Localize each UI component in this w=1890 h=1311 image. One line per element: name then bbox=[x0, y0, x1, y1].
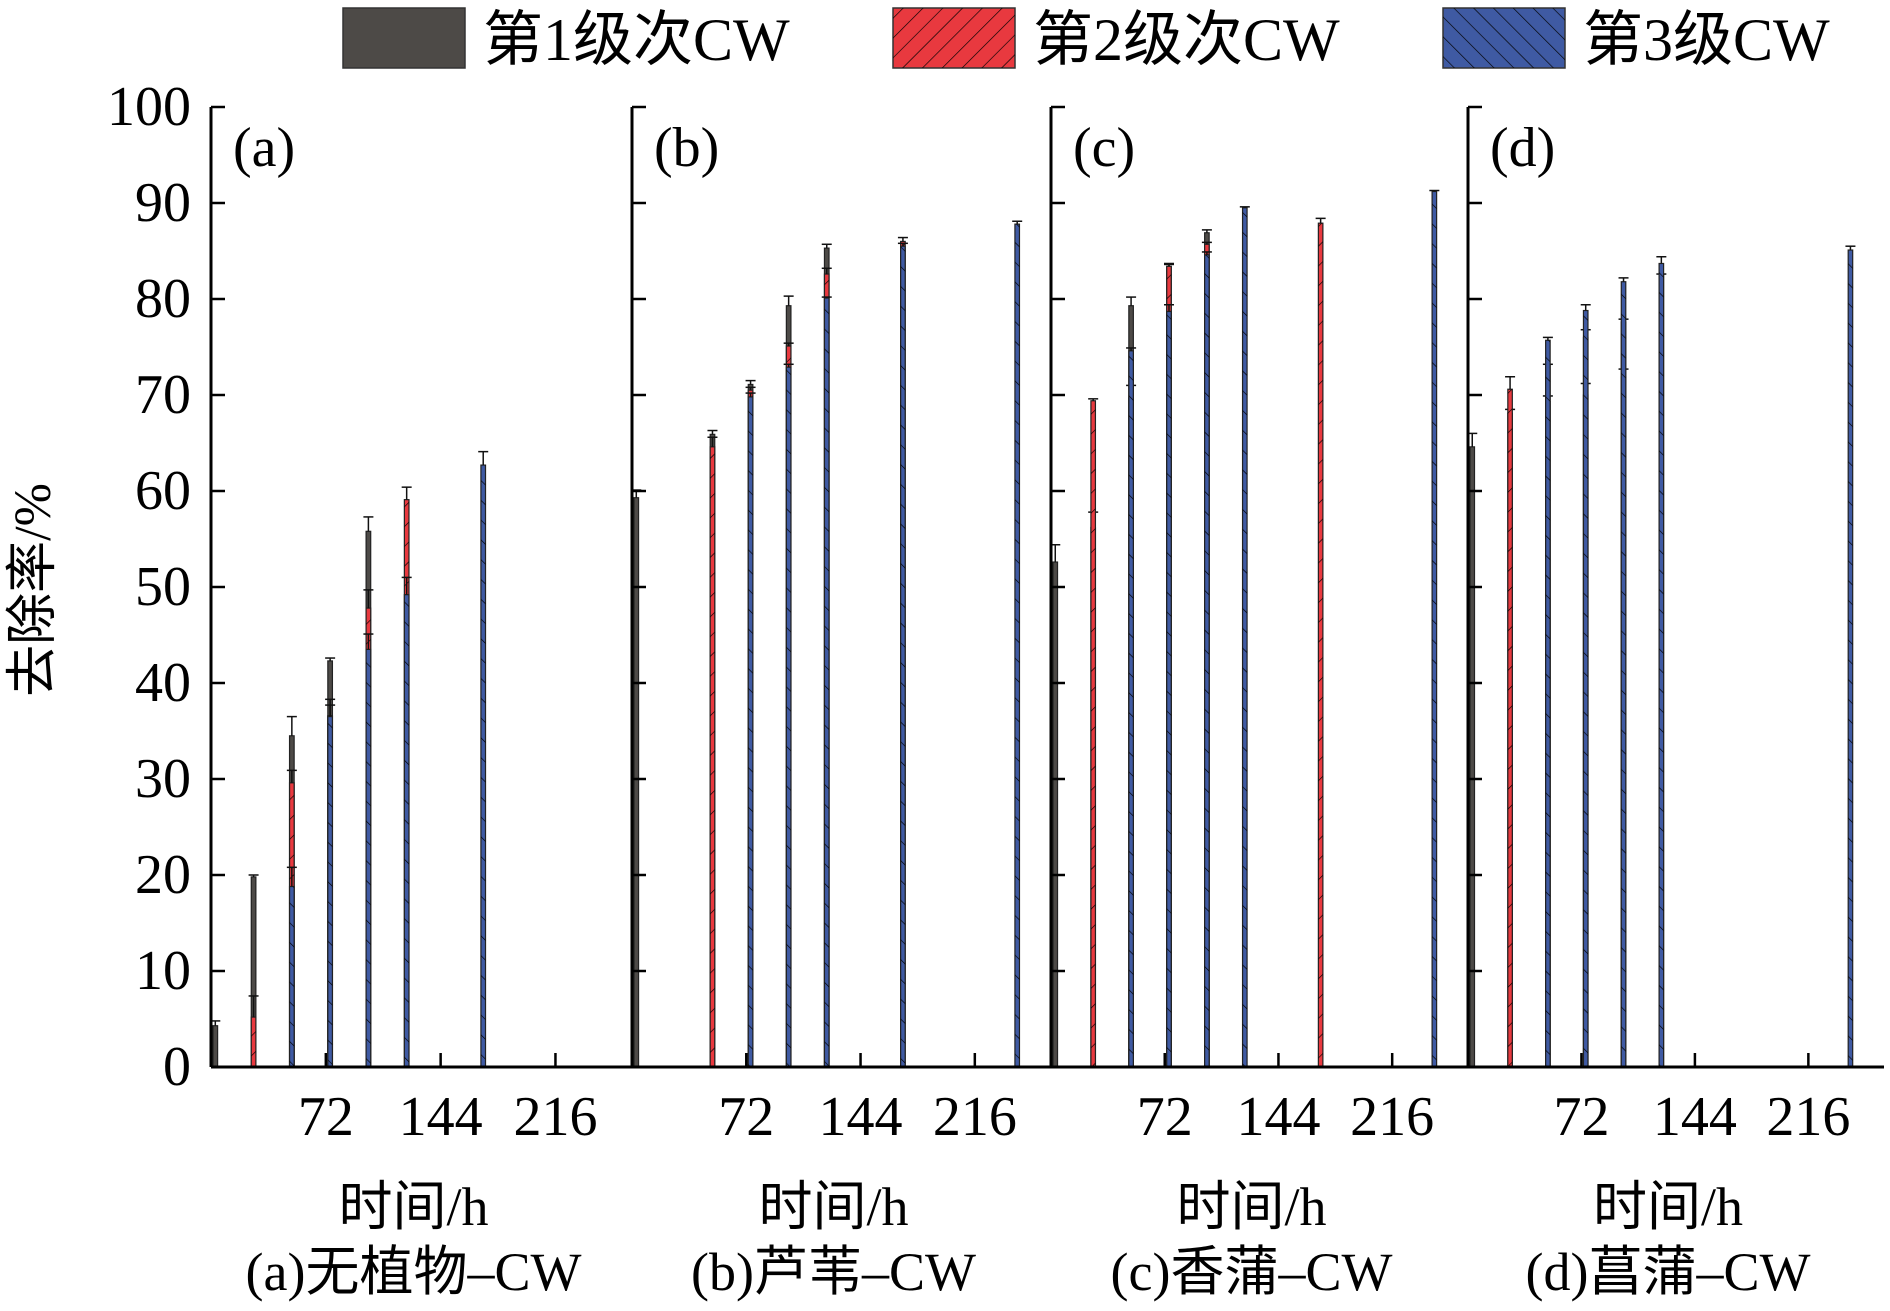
bar-hatch bbox=[289, 886, 295, 1067]
panel-d: 72 144 216 (d) 时间/h(d)菖蒲–CW bbox=[1466, 105, 1884, 1302]
y-tick-label: 20 bbox=[135, 844, 191, 906]
panel-c: 72 144 216 (c) 时间/h(c)香蒲–CW bbox=[1049, 105, 1468, 1302]
y-tick-label: 30 bbox=[135, 748, 191, 810]
series-2 bbox=[707, 236, 908, 1068]
panel-tag: (a) bbox=[233, 117, 295, 179]
bar-hatch bbox=[1090, 400, 1096, 1067]
bar-hatch bbox=[1432, 191, 1437, 1068]
bar-hatch bbox=[404, 594, 409, 1067]
x-axis-label: 时间/h bbox=[758, 1177, 908, 1237]
bar bbox=[1052, 561, 1059, 1068]
bar-hatch bbox=[1318, 223, 1323, 1067]
x-tick-label: 144 bbox=[1236, 1086, 1320, 1148]
x-tick-label: 72 bbox=[1137, 1086, 1193, 1148]
x-tick-label: 144 bbox=[1653, 1086, 1737, 1148]
bar-hatch bbox=[748, 396, 753, 1067]
bar-hatch bbox=[1014, 224, 1020, 1067]
x-tick-label: 144 bbox=[819, 1086, 903, 1148]
legend-label-1: 第1级次CW bbox=[483, 7, 790, 73]
bar-hatch bbox=[480, 465, 486, 1068]
x-tick-label: 216 bbox=[1766, 1086, 1850, 1148]
bar-hatch bbox=[1242, 207, 1248, 1068]
panel-tag: (c) bbox=[1073, 117, 1135, 179]
panel-tag: (b) bbox=[654, 117, 719, 179]
legend-label-3: 第3级CW bbox=[1583, 7, 1830, 73]
x-tick-label: 72 bbox=[1553, 1086, 1609, 1148]
x-tick-label: 216 bbox=[933, 1086, 1017, 1148]
legend-label-2: 第2级次CW bbox=[1033, 7, 1340, 73]
x-tick-label: 72 bbox=[718, 1086, 774, 1148]
legend-swatch-3-hatch bbox=[1443, 8, 1565, 68]
y-axis-label: 去除率/% bbox=[5, 483, 62, 697]
bar-hatch bbox=[1583, 310, 1588, 1067]
bar-hatch bbox=[824, 298, 830, 1067]
bar-hatch bbox=[251, 1017, 256, 1067]
panel-tag: (d) bbox=[1490, 117, 1555, 179]
x-tick-label: 144 bbox=[399, 1086, 483, 1148]
bar-hatch bbox=[786, 367, 791, 1067]
y-tick-label: 60 bbox=[135, 460, 191, 522]
bar-hatch bbox=[327, 716, 333, 1067]
panel-a: 72 144 216 (a) 时间/h(a)无植物–CW bbox=[209, 105, 632, 1302]
bar bbox=[1469, 446, 1476, 1068]
bar-hatch bbox=[1621, 281, 1626, 1068]
x-axis-label: 时间/h bbox=[1176, 1177, 1326, 1237]
y-tick-label: 90 bbox=[135, 172, 191, 234]
y-tick-label: 0 bbox=[163, 1036, 191, 1098]
series-3 bbox=[286, 450, 489, 1068]
panel-caption: (d)菖蒲–CW bbox=[1526, 1242, 1811, 1302]
bar-hatch bbox=[366, 649, 371, 1067]
legend-item-1: 第1级次CW bbox=[342, 7, 790, 73]
bar-hatch bbox=[1659, 263, 1664, 1068]
y-tick-label: 50 bbox=[135, 556, 191, 618]
bar-hatch bbox=[900, 246, 906, 1067]
legend-item-2: 第2级次CW bbox=[892, 7, 1340, 73]
y-tick-label: 40 bbox=[135, 652, 191, 714]
panel-caption: (b)芦苇–CW bbox=[691, 1242, 976, 1302]
x-tick-label: 216 bbox=[513, 1086, 597, 1148]
bar-hatch bbox=[710, 446, 715, 1068]
x-tick-label: 72 bbox=[298, 1086, 354, 1148]
bar-hatch bbox=[1128, 350, 1134, 1068]
bar-hatch bbox=[1507, 389, 1513, 1067]
bar-hatch bbox=[1545, 340, 1551, 1067]
bar bbox=[212, 1025, 219, 1068]
y-tick-label: 70 bbox=[135, 364, 191, 426]
bar bbox=[633, 497, 640, 1068]
panel-b: 72 144 216 (b) 时间/h(b)芦苇–CW bbox=[630, 105, 1051, 1302]
panel-caption: (a)无植物–CW bbox=[246, 1242, 582, 1302]
bar-hatch bbox=[1848, 250, 1853, 1068]
y-tick-label: 10 bbox=[135, 940, 191, 1002]
legend: 第1级次CW 第2级次CW 第3级CW bbox=[342, 7, 1830, 73]
y-axis-tick-labels: 0 10 20 30 40 50 60 70 80 90 100 bbox=[107, 76, 191, 1098]
legend-swatch-1 bbox=[342, 7, 466, 69]
series-1 bbox=[631, 243, 832, 1068]
y-tick-label: 100 bbox=[107, 76, 191, 138]
bar-hatch bbox=[1204, 254, 1210, 1068]
series-3 bbox=[1126, 189, 1440, 1068]
x-axis-label: 时间/h bbox=[338, 1177, 488, 1237]
legend-swatch-2-hatch bbox=[893, 8, 1015, 68]
series-3 bbox=[1542, 245, 1856, 1068]
bar-hatch bbox=[1166, 311, 1172, 1068]
y-tick-label: 80 bbox=[135, 268, 191, 330]
x-axis-label: 时间/h bbox=[1593, 1177, 1743, 1237]
x-tick-label: 216 bbox=[1350, 1086, 1434, 1148]
panel-caption: (c)香蒲–CW bbox=[1111, 1242, 1393, 1302]
legend-item-3: 第3级CW bbox=[1442, 7, 1830, 73]
